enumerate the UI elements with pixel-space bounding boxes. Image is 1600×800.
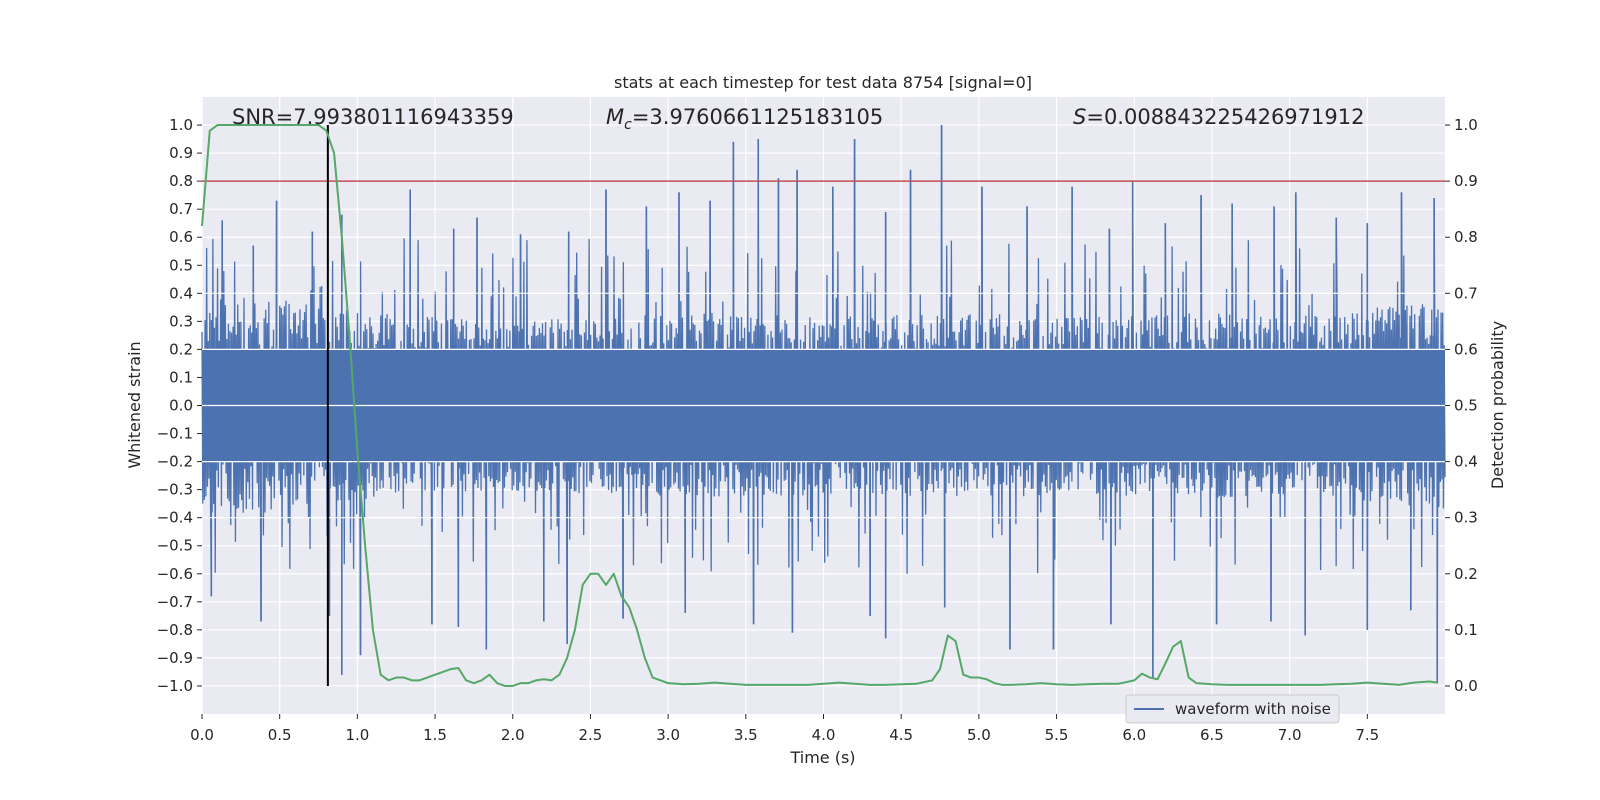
right-tick-label: 0.9 [1454,172,1478,190]
left-axis-ticks: 1.0 0.9 0.8 0.7 0.6 0.5 0.4 0.3 0.2 0.1 0.0 −0.1 −0.… [157,116,202,695]
x-tick-label: 1.0 [345,726,369,744]
left-tick-label: 0.7 [169,200,193,218]
x-tick-label: 7.5 [1355,726,1379,744]
chirp-mass-value: =3.9760661125183105 [632,105,883,129]
x-tick-label: 6.5 [1200,726,1224,744]
snr-annotation: SNR=7.993801116943359 [232,105,514,129]
left-tick-label: 0.6 [169,228,193,246]
legend-label: waveform with noise [1175,700,1331,718]
left-tick-label: −0.3 [157,481,193,499]
left-tick-label: 0.3 [169,312,193,330]
left-tick-label: 0.0 [169,397,193,415]
x-tick-label: 1.5 [423,726,447,744]
x-tick-label: 7.0 [1278,726,1302,744]
left-tick-label: −0.9 [157,649,193,667]
chirp-mass-annotation: Mc=3.9760661125183105 [606,105,883,133]
left-tick-label: −1.0 [157,677,193,695]
probability-line [201,124,1438,687]
legend-box [1125,694,1340,724]
left-tick-label: −0.7 [157,593,193,611]
left-tick-label: −0.5 [157,537,193,555]
left-tick-label: −0.6 [157,565,193,583]
left-tick-label: 0.4 [169,284,193,302]
left-tick-label: 0.5 [169,256,193,274]
left-tick-label: 0.8 [169,172,193,190]
left-tick-label: 0.9 [169,144,193,162]
left-tick-label: 0.2 [169,340,193,358]
right-tick-label: 0.3 [1454,509,1478,527]
x-tick-label: 2.0 [501,726,525,744]
s-statistic-annotation: S=0.008843225426971912 [1073,105,1364,129]
right-tick-label: 0.7 [1454,284,1478,302]
x-tick-label: 5.5 [1045,726,1069,744]
s-statistic-value: =0.008843225426971912 [1086,105,1364,129]
right-tick-label: 0.1 [1454,621,1478,639]
left-tick-label: −0.1 [157,425,193,443]
right-axis-ticks: 1.0 0.9 0.8 0.7 0.6 0.5 0.4 0.3 0.2 0.1 0.0 [1445,116,1478,695]
right-tick-label: 0.8 [1454,228,1478,246]
x-tick-label: 4.0 [812,726,836,744]
right-tick-label: 0.0 [1454,677,1478,695]
right-tick-label: 0.6 [1454,340,1478,358]
left-tick-label: 0.1 [169,368,193,386]
x-tick-label: 6.0 [1122,726,1146,744]
legend: waveform with noise [1125,694,1340,724]
right-tick-label: 1.0 [1454,116,1478,134]
right-tick-label: 0.2 [1454,565,1478,583]
x-axis-ticks: 0.0 0.5 1.0 1.5 2.0 2.5 3.0 3.5 4.0 4.5 5.0 5.5 6.0 6… [190,714,1379,744]
chirp-mass-subscript: c [624,117,632,133]
overlay-lines [202,125,1445,686]
left-tick-label: 1.0 [169,116,193,134]
chart-title: stats at each timestep for test data 875… [614,73,1032,92]
left-tick-label: −0.2 [157,453,193,471]
right-axis-label: Detection probability [1488,321,1507,489]
x-tick-label: 3.0 [656,726,680,744]
chirp-mass-symbol: M [606,105,624,129]
x-tick-label: 5.0 [967,726,991,744]
right-tick-label: 0.4 [1454,453,1478,471]
x-tick-label: 2.5 [579,726,603,744]
left-axis-label: Whitened strain [125,341,144,468]
left-tick-label: −0.4 [157,509,193,527]
x-axis-label: Time (s) [789,748,855,767]
x-tick-label: 3.5 [734,726,758,744]
s-statistic-symbol: S [1073,105,1086,129]
x-tick-label: 0.0 [190,726,214,744]
left-tick-label: −0.8 [157,621,193,639]
x-tick-label: 4.5 [889,726,913,744]
right-tick-label: 0.5 [1454,397,1478,415]
probability-series [201,124,1438,687]
x-tick-label: 0.5 [268,726,292,744]
